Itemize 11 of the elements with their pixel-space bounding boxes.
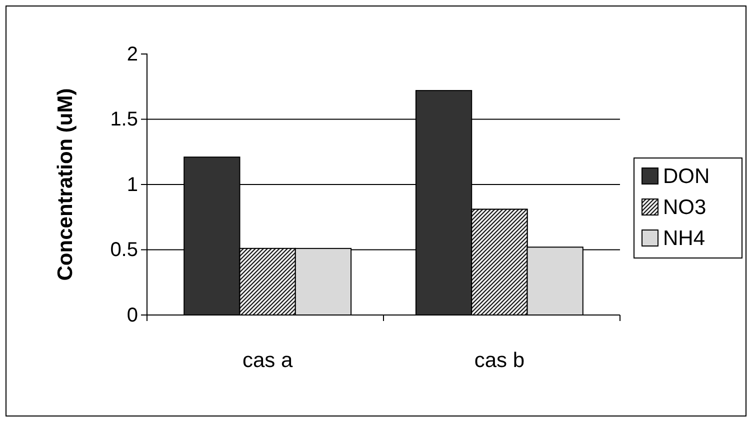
legend-label: DON <box>663 165 710 188</box>
y-tick-label: 1.5 <box>110 108 138 131</box>
x-tick-label: cas b <box>474 349 525 372</box>
y-tick-label: 2 <box>126 43 138 66</box>
y-tick-label: 1 <box>126 174 138 196</box>
y-axis-title: Concentration (uM) <box>54 88 77 281</box>
x-tick-label: cas a <box>242 349 293 372</box>
legend-label: NH4 <box>663 227 706 250</box>
y-tick-label: 0 <box>126 304 138 326</box>
text: NO3 <box>663 196 706 219</box>
y-tick-label: 0.5 <box>110 239 138 262</box>
